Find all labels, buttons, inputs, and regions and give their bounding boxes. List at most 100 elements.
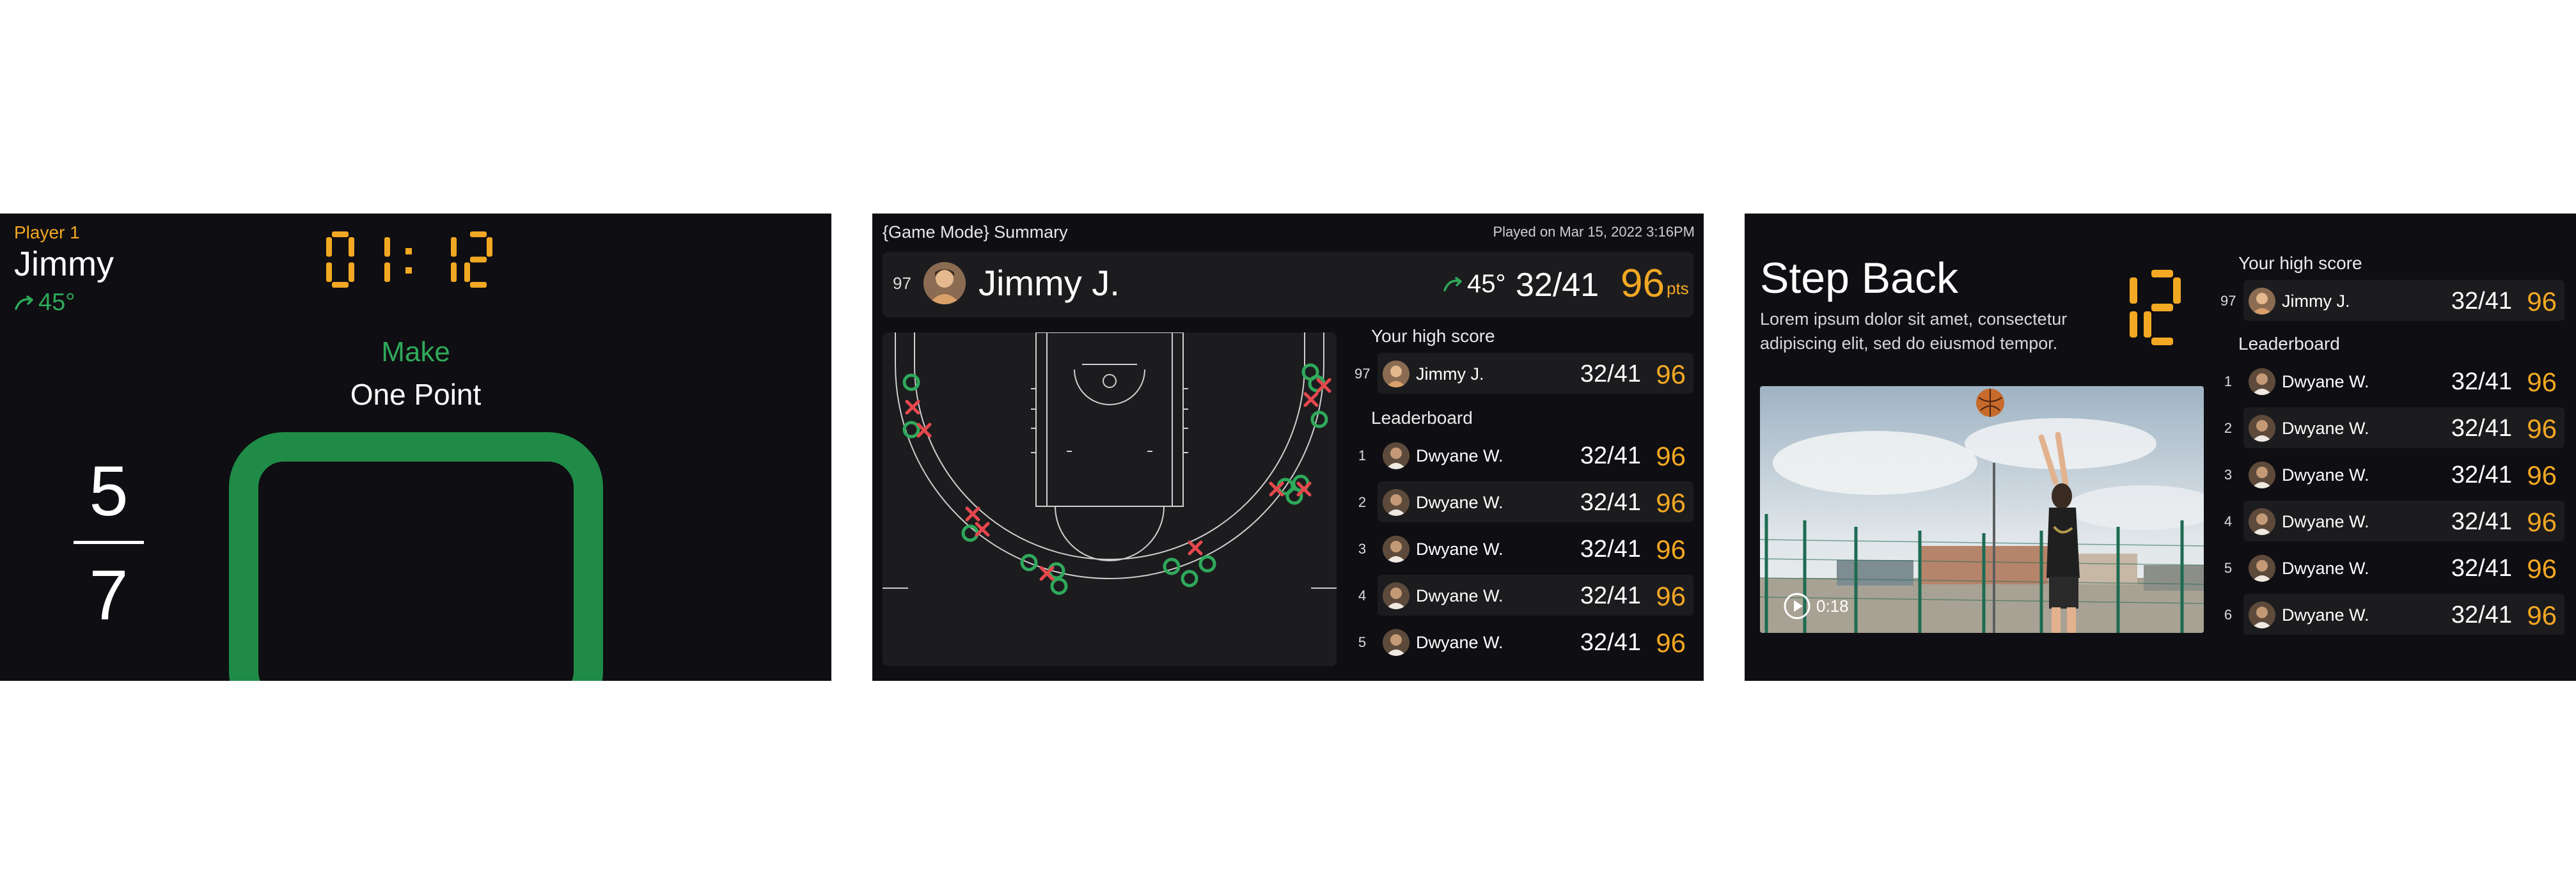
player-name: Dwyane W. — [1416, 633, 1504, 652]
points: 96 — [1656, 628, 1686, 658]
player-name: Dwyane W. — [2282, 512, 2369, 531]
timer-digits — [326, 231, 492, 288]
instruction-label: Make — [381, 336, 450, 368]
live-shot-panel: Player 1 Jimmy 45° 01 12 Make One Point … — [0, 214, 831, 681]
avatar-icon — [2249, 462, 2275, 488]
avatar-icon — [1383, 582, 1410, 609]
row-background: Dwyane W. 32/41 96 — [1378, 481, 1693, 522]
points: 96 — [2527, 367, 2557, 397]
player-name: Dwyane W. — [2282, 559, 2369, 578]
digit-segment — [2173, 277, 2181, 304]
leaderboard-row[interactable]: 4 Dwyane W. 32/41 96 — [1355, 575, 1693, 616]
leaderboard-row[interactable]: 1 Dwyane W. 32/41 96 — [1355, 435, 1693, 476]
digit-segment — [2151, 270, 2173, 277]
drill-video[interactable]: 0:18 — [1760, 386, 2204, 633]
player-name: Dwyane W. — [2282, 465, 2369, 485]
player-name: Jimmy J. — [2282, 292, 2350, 311]
rank: 2 — [2224, 420, 2233, 436]
high-score-label: Your high score — [2238, 253, 2362, 273]
avatar — [923, 262, 966, 304]
score: 32/41 — [1580, 489, 1641, 516]
digit-segment — [2130, 311, 2137, 338]
player-rank: 97 — [893, 274, 911, 293]
points: 96 — [2527, 600, 2557, 630]
avatar-icon — [2249, 415, 2275, 442]
avatar — [1383, 536, 1410, 563]
player-name: Dwyane W. — [2282, 372, 2369, 391]
avatar — [2249, 288, 2275, 315]
score: 32/41 — [1580, 442, 1641, 469]
digit-segment — [326, 262, 332, 282]
high-score-row[interactable]: 97 Jimmy J. 32/41 96 — [1355, 353, 1693, 394]
drill-panel: Step Back Lorem ipsum dolor sit amet, co… — [1745, 214, 2576, 681]
rank: 6 — [2224, 607, 2233, 623]
rank: 5 — [1358, 634, 1367, 650]
score: 32/41 — [2451, 368, 2512, 395]
leaderboard-row[interactable]: 2 Dwyane W. 32/41 96 — [2220, 407, 2564, 448]
row-background: Dwyane W. 32/41 96 — [2243, 407, 2564, 448]
digit-segment — [349, 237, 354, 257]
digit-segment — [451, 262, 457, 282]
avatar-icon — [2249, 602, 2275, 628]
curved-arrow-icon — [15, 295, 33, 310]
points: 96 — [1656, 581, 1686, 611]
points: 96 — [1656, 359, 1686, 389]
rank: 3 — [1358, 541, 1367, 557]
leaderboard-label: Leaderboard — [2238, 334, 2340, 354]
leaderboard-row[interactable]: 5 Dwyane W. 32/41 96 — [1355, 621, 1693, 662]
digit-segment — [470, 231, 487, 237]
shots-made: 5 — [89, 452, 129, 531]
leaderboard-row[interactable]: 1 Dwyane W. 32/41 96 — [2220, 361, 2564, 401]
row-background: Dwyane W. 32/41 96 — [2243, 594, 2564, 635]
shot-score: 32/41 — [1516, 267, 1599, 304]
rank: 1 — [1358, 447, 1367, 463]
leaderboard-row[interactable]: 4 Dwyane W. 32/41 96 — [2220, 501, 2564, 541]
score: 32/41 — [2451, 555, 2512, 582]
row-background: Dwyane W. 32/41 96 — [2243, 501, 2564, 541]
row-background: Dwyane W. 32/41 96 — [1378, 528, 1693, 569]
digit-segment — [470, 282, 487, 288]
drill-title: Step Back — [1760, 254, 1958, 302]
high-score-row[interactable]: 97 Jimmy J. 32/41 96 — [2220, 280, 2564, 321]
row-background: Jimmy J. 32/41 96 — [1378, 353, 1693, 394]
leaderboard-label: Leaderboard — [1371, 408, 1473, 428]
leaderboard-row[interactable]: 6 Dwyane W. 32/41 96 — [2220, 594, 2564, 635]
points: 96 — [1656, 441, 1686, 471]
play-icon[interactable] — [1783, 592, 1811, 620]
avatar-icon — [1383, 442, 1410, 469]
score: 32/41 — [2451, 415, 2512, 442]
digit-segment — [2151, 338, 2173, 345]
drill-count: 12 — [2117, 267, 2187, 354]
digit-segment — [332, 231, 349, 237]
avatar — [1383, 582, 1410, 609]
player-label: Player 1 — [14, 222, 80, 242]
avatar-icon — [1383, 629, 1410, 656]
leaderboard-row[interactable]: 5 Dwyane W. 32/41 96 — [2220, 547, 2564, 588]
row-background: Dwyane W. 32/41 96 — [2243, 361, 2564, 401]
leaderboard-row[interactable]: 2 Dwyane W. 32/41 96 — [1355, 481, 1693, 522]
digit-segment — [451, 237, 457, 257]
leaderboard-row[interactable]: 3 Dwyane W. 32/41 96 — [1355, 528, 1693, 569]
played-on-date: Played on Mar 15, 2022 3:16PM — [1493, 224, 1695, 240]
summary-title: {Game Mode} Summary — [883, 222, 1068, 242]
row-background: Dwyane W. 32/41 96 — [1378, 575, 1693, 616]
instruction-text: Make — [0, 336, 831, 368]
avatar — [2249, 508, 2275, 535]
avatar — [2249, 415, 2275, 442]
timer-colon — [405, 267, 412, 274]
instruction-detail-label: One Point — [350, 378, 482, 411]
row-background: Dwyane W. 32/41 96 — [1378, 435, 1693, 476]
points: 96 — [2527, 507, 2557, 537]
rank: 97 — [2220, 293, 2236, 309]
shot-angle-value: 45° — [1467, 270, 1506, 298]
digit-segment — [326, 237, 332, 257]
video-duration-value: 0:18 — [1816, 596, 1849, 616]
avatar-icon — [2249, 508, 2275, 535]
shots-attempted: 7 — [89, 556, 129, 635]
shot-angle-value: 45° — [38, 289, 75, 316]
drill-count-digits — [2130, 270, 2181, 345]
score: 32/41 — [1580, 582, 1641, 609]
shot-chart — [883, 332, 1337, 666]
digit-segment — [470, 256, 487, 263]
leaderboard-row[interactable]: 3 Dwyane W. 32/41 96 — [2220, 454, 2564, 495]
